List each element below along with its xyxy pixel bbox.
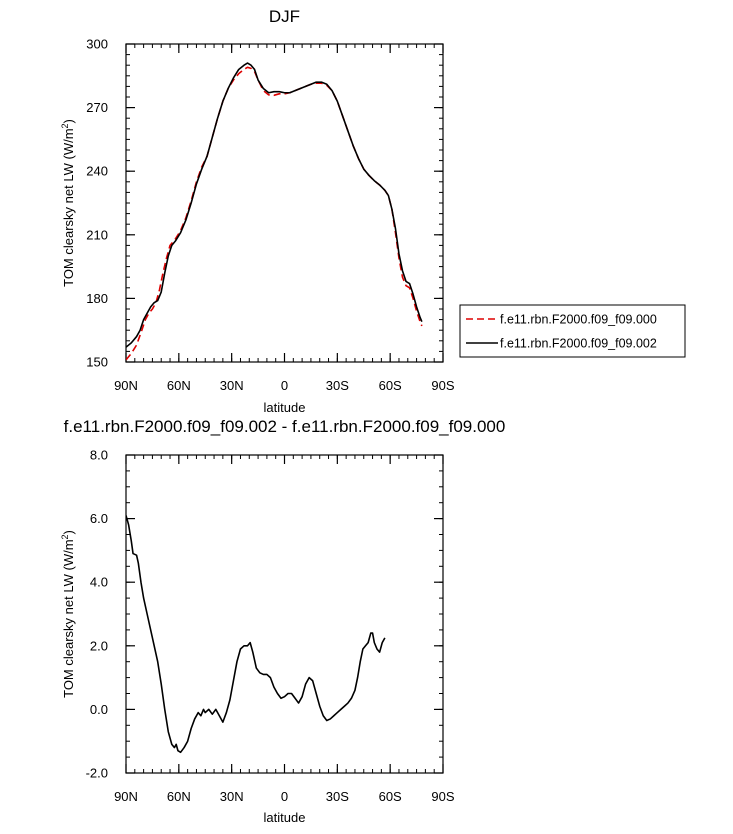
x-tick-label: 60S <box>379 789 402 804</box>
chart-title: DJF <box>269 7 300 26</box>
plot-frame <box>125 454 444 774</box>
series-line-2 <box>126 62 423 348</box>
y-tick-label: 240 <box>86 164 108 179</box>
x-axis-label: latitude <box>264 810 306 825</box>
legend-entry: f.e11.rbn.F2000.f09_f09.000 <box>500 313 657 327</box>
series-line-1 <box>126 66 423 361</box>
y-axis-label: TOM clearsky net LW (W/m2) <box>60 530 76 698</box>
x-tick-label: 90N <box>114 378 138 393</box>
y-tick-label: 8.0 <box>90 448 108 463</box>
x-tick-label: 30N <box>220 789 244 804</box>
x-tick-label: 90N <box>114 789 138 804</box>
x-tick-label: 30N <box>220 378 244 393</box>
x-tick-label: 60N <box>167 378 191 393</box>
y-tick-label: 180 <box>86 291 108 306</box>
y-tick-label: 4.0 <box>90 575 108 590</box>
legend: f.e11.rbn.F2000.f09_f09.000 f.e11.rbn.F20… <box>459 304 686 358</box>
y-tick-label: 0.0 <box>90 702 108 717</box>
x-tick-label: 60N <box>167 789 191 804</box>
y-tick-label: 300 <box>86 37 108 52</box>
panel-2: f.e11.rbn.F2000.f09_f09.002 - f.e11.rbn.… <box>60 417 505 825</box>
x-tick-label: 90S <box>431 378 454 393</box>
y-tick-label: 6.0 <box>90 511 108 526</box>
x-tick-label: 0 <box>281 378 288 393</box>
x-tick-label: 30S <box>326 789 349 804</box>
plot-frame <box>125 43 444 363</box>
legend-entry: f.e11.rbn.F2000.f09_f09.002 <box>500 337 657 351</box>
x-tick-label: 0 <box>281 789 288 804</box>
series-line-1 <box>126 515 386 754</box>
x-tick-label: 90S <box>431 789 454 804</box>
y-tick-label: 150 <box>86 355 108 370</box>
y-axis-label: TOM clearsky net LW (W/m2) <box>60 119 76 287</box>
x-tick-label: 60S <box>379 378 402 393</box>
x-tick-label: 30S <box>326 378 349 393</box>
y-tick-label: 2.0 <box>90 638 108 653</box>
x-axis-label: latitude <box>264 400 306 415</box>
y-tick-label: 270 <box>86 100 108 115</box>
chart-title: f.e11.rbn.F2000.f09_f09.002 - f.e11.rbn.… <box>64 417 506 436</box>
panel-1: DJF 90N 60N 30N 0 30S 60S 90S 150 180 210 240 270 300… <box>60 7 686 415</box>
y-tick-label: -2.0 <box>86 766 108 781</box>
y-tick-label: 210 <box>86 227 108 242</box>
legend-box <box>459 304 686 358</box>
